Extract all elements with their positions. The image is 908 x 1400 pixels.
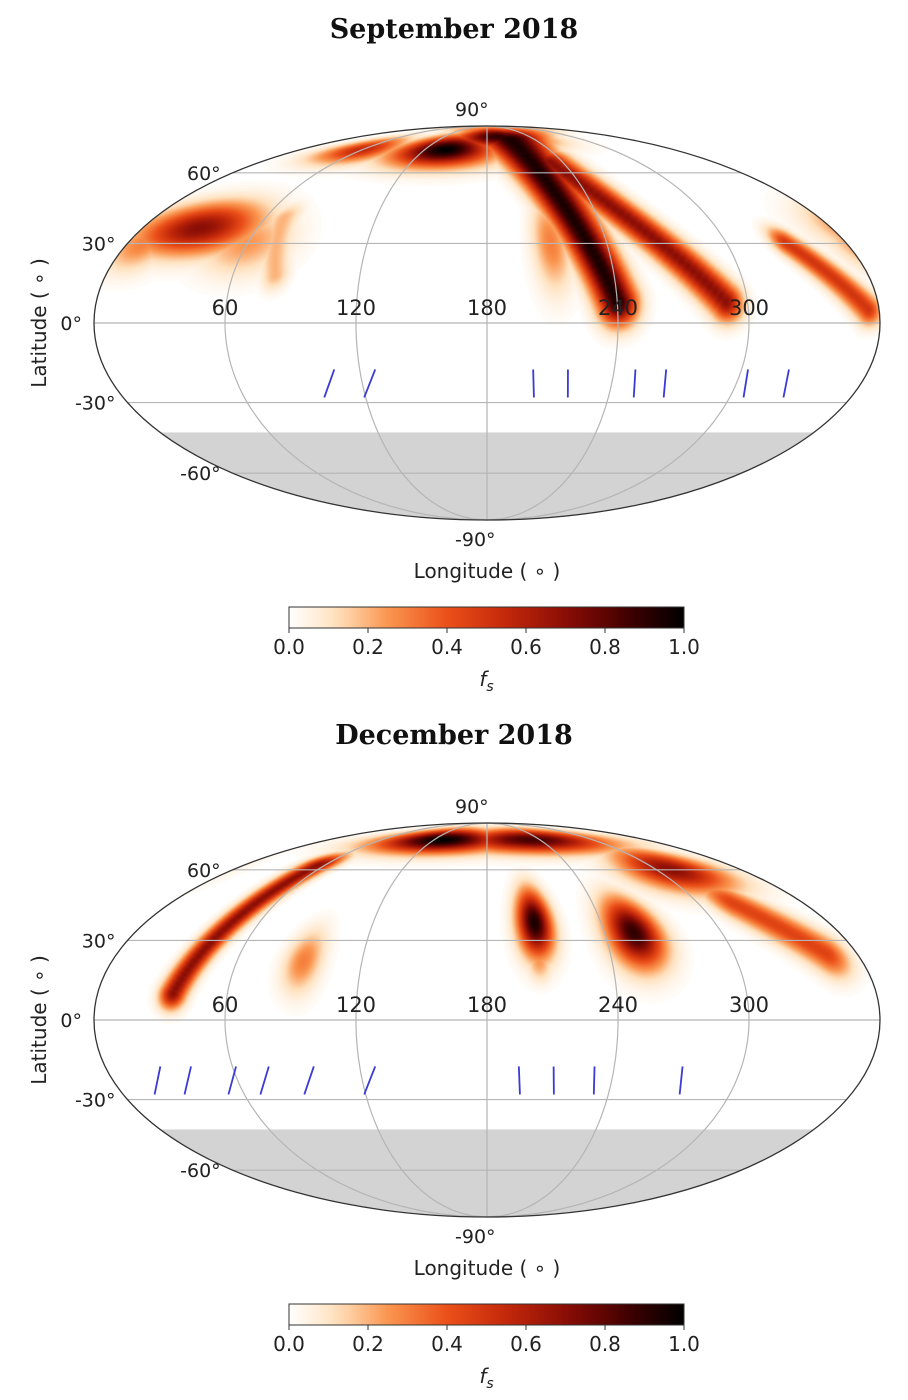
colorbar-tick-label: 0.8 (589, 635, 621, 659)
colorbar-tick-label: 1.0 (668, 1332, 700, 1356)
colorbar-tick-label: 0.2 (352, 1332, 384, 1356)
colorbar-label: fs (479, 1364, 493, 1392)
observation-phase-mark (517, 1066, 521, 1095)
longitude-tick-label: 60 (212, 296, 239, 320)
chart-title: September 2018 (329, 14, 579, 45)
colorbar-label-subscript: s (486, 1376, 493, 1392)
observation-phase-mark (742, 369, 749, 398)
y-axis-label: Latitude ( ∘ ) (27, 955, 51, 1085)
colorbar-tick-label: 0.2 (352, 635, 384, 659)
observation-phase-mark (532, 369, 535, 398)
longitude-tick-label: 300 (729, 296, 769, 320)
colorbar-tick-label: 0.6 (510, 1332, 542, 1356)
meridian-line (355, 125, 488, 521)
observation-phase-mark (632, 369, 637, 398)
map-outline (93, 125, 881, 521)
colorbar-label-subscript: s (486, 679, 493, 695)
latitude-tick-label: 60° (187, 860, 221, 882)
colorbar-tick-label: 0.0 (273, 1332, 305, 1356)
observation-phase-mark (227, 1066, 237, 1095)
y-axis-label: Latitude ( ∘ ) (27, 258, 51, 388)
colorbar-tick-label: 0.8 (589, 1332, 621, 1356)
observation-phase-mark (153, 1066, 162, 1095)
meridian-line (486, 125, 750, 521)
chart-title: December 2018 (335, 720, 573, 751)
colorbar-tick-label: 1.0 (668, 635, 700, 659)
observation-phase-mark (592, 1066, 596, 1095)
longitude-tick-label: 300 (729, 993, 769, 1017)
observation-phase-mark (363, 1066, 377, 1095)
mollweide-map-sep: 60 120 180 240 300 90° 60° 30° 0° -30° -60° -90° Lon… (27, 99, 881, 695)
latitude-tick-label: 60° (187, 163, 221, 185)
latitude-tick-label: -90° (455, 529, 496, 551)
observation-phase-mark (323, 369, 336, 398)
meridian-line (486, 822, 619, 1218)
latitude-tick-label: -30° (75, 393, 116, 415)
observation-phase-mark (782, 369, 790, 398)
colorbar-label: fs (479, 667, 493, 695)
longitude-tick-label: 180 (467, 993, 507, 1017)
longitude-tick-label: 60 (212, 993, 239, 1017)
latitude-tick-label: 0° (60, 313, 82, 335)
colorbar (288, 1303, 685, 1326)
latitude-tick-label: 30° (82, 930, 116, 952)
meridian-line (486, 125, 619, 521)
meridian-line (224, 822, 488, 1218)
observation-phase-mark (363, 369, 377, 398)
colorbar-label-main: f (479, 667, 489, 691)
latitude-tick-label: -30° (75, 1090, 116, 1112)
colorbar-tick-label: 0.4 (431, 1332, 463, 1356)
observation-phase-mark (183, 1066, 192, 1095)
observation-phase-mark (662, 369, 668, 398)
x-axis-label: Longitude ( ∘ ) (414, 559, 561, 583)
longitude-tick-label: 120 (336, 296, 376, 320)
observation-phase-mark (303, 1066, 315, 1095)
latitude-tick-label: 0° (60, 1010, 82, 1032)
latitude-tick-label: -60° (180, 1160, 221, 1182)
latitude-tick-label: -90° (455, 1226, 496, 1248)
meridian-line (486, 822, 750, 1218)
longitude-tick-label: 120 (336, 993, 376, 1017)
colorbar-tick-label: 0.0 (273, 635, 305, 659)
mollweide-map-dec: 60 120 180 240 300 90° 60° 30° 0° -30° -60° -90° Lon… (27, 796, 881, 1392)
colorbar-tick-label: 0.6 (510, 635, 542, 659)
latitude-tick-label: 90° (455, 796, 489, 818)
colorbar-tick-label: 0.4 (431, 635, 463, 659)
meridian-line (224, 125, 488, 521)
longitude-tick-label: 240 (598, 993, 638, 1017)
latitude-tick-label: 30° (82, 233, 116, 255)
longitude-tick-label: 240 (598, 296, 638, 320)
x-axis-label: Longitude ( ∘ ) (414, 1256, 561, 1280)
observation-phase-mark (259, 1066, 270, 1095)
latitude-tick-label: 90° (455, 99, 489, 121)
latitude-tick-label: -60° (180, 463, 221, 485)
colorbar (288, 606, 685, 629)
map-outline (93, 822, 881, 1218)
colorbar-label-main: f (479, 1364, 489, 1388)
observation-phase-mark (678, 1066, 684, 1095)
longitude-tick-label: 180 (467, 296, 507, 320)
meridian-line (355, 822, 488, 1218)
